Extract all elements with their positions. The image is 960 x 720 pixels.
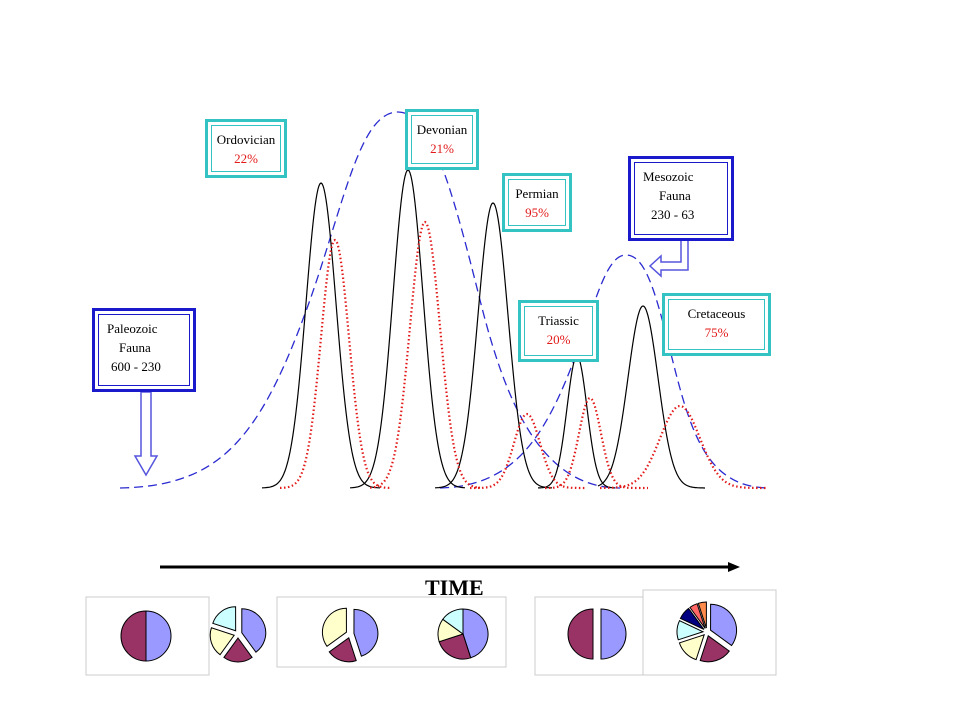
pie-3-slice-1 [353, 608, 379, 657]
mesozoic-line1: Mesozoic [643, 169, 694, 184]
permian-percent: 95% [525, 205, 549, 220]
extinction-peak-3 [470, 412, 585, 490]
ordovician-percent: 22% [234, 151, 258, 166]
extinction-peak-1 [280, 238, 390, 489]
pie-6-slice-6 [689, 603, 706, 629]
devonian-percent: 21% [430, 141, 454, 156]
devonian-label: Devonian [416, 122, 468, 137]
pie-frame-1 [85, 596, 210, 676]
pie-1-slice-1 [145, 610, 172, 662]
paleozoic-line2: Fauna [119, 340, 151, 355]
mesozoic-line3: 230 - 63 [651, 207, 695, 222]
triassic-box: Triassic 20% [518, 300, 599, 362]
pie-5-slice-2 [567, 608, 594, 660]
pie-6-slice-7 [697, 601, 707, 629]
diversity-peak-5 [597, 305, 705, 489]
cretaceous-percent: 75% [704, 325, 729, 340]
paleozoic-arrow [133, 391, 159, 477]
pie-1-slice-2 [120, 610, 147, 662]
cretaceous-box: Cretaceous 75% [662, 293, 771, 356]
extinction-peak-5 [600, 404, 768, 490]
extinction-peak-4 [545, 396, 648, 490]
pie-6-slice-3 [678, 634, 705, 661]
pie-chart-4 [437, 608, 489, 660]
paleozoic-fauna-box: Paleozoic Fauna 600 - 230 [92, 308, 196, 392]
pie-4-slice-1 [462, 608, 489, 659]
mesozoic-fauna-box: Mesozoic Fauna 230 - 63 [628, 156, 734, 241]
ordovician-label: Ordovician [216, 132, 276, 147]
devonian-box: Devonian 21% [405, 109, 479, 170]
pie-2-slice-2 [223, 637, 253, 663]
pie-2-slice-4 [212, 606, 237, 632]
dotted-peaks [280, 220, 768, 490]
paleozoic-line3: 600 - 230 [111, 359, 161, 374]
permian-label: Permian [515, 186, 559, 201]
pie-chart-1 [120, 610, 172, 662]
pie-6-slice-4 [676, 620, 705, 641]
mesozoic-line2: Fauna [659, 188, 691, 203]
pie-chart-5 [567, 608, 627, 660]
pie-4-slice-4 [442, 608, 464, 635]
pie-3-slice-2 [328, 636, 357, 663]
triassic-label: Triassic [538, 313, 579, 328]
diversity-peak-1 [261, 182, 381, 489]
time-axis-arrowhead [728, 562, 740, 572]
paleozoic-fauna-curve [119, 111, 621, 489]
pie-2-slice-3 [209, 627, 236, 656]
pie-chart-2 [209, 606, 267, 663]
time-label: TIME [425, 575, 484, 600]
mesozoic-arrow [648, 239, 689, 278]
pie-3-slice-3 [321, 607, 347, 647]
ordovician-box: Ordovician 22% [205, 119, 287, 178]
pie-frame-2 [276, 596, 507, 668]
pie-5-slice-1 [600, 608, 627, 660]
pie-6-slice-2 [699, 634, 730, 663]
pie-2-slice-1 [241, 608, 267, 653]
paleozoic-line1: Paleozoic [107, 321, 158, 336]
diversity-peak-4 [538, 355, 615, 489]
fauna-pie-charts [120, 601, 738, 663]
pie-6-slice-1 [710, 603, 738, 647]
cretaceous-label: Cretaceous [687, 306, 746, 321]
permian-box: Permian 95% [502, 173, 572, 232]
diversity-peak-3 [435, 202, 553, 489]
diversity-peak-2 [350, 169, 466, 489]
pie-frame-4 [642, 589, 777, 676]
pie-4-slice-2 [438, 633, 472, 660]
pie-chart-3 [321, 607, 379, 663]
pie-chart-6 [676, 601, 738, 663]
mesozoic-fauna-curve [439, 254, 771, 489]
extinction-peak-2 [369, 220, 481, 489]
pie-6-slice-5 [679, 607, 705, 630]
triassic-percent: 20% [546, 332, 571, 347]
